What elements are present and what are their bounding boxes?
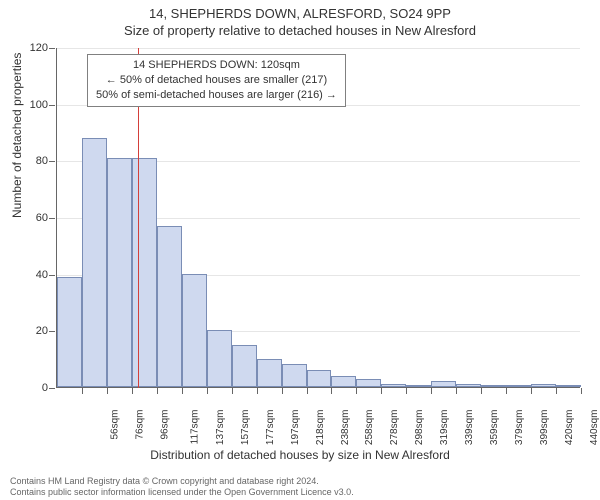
histogram-bar xyxy=(307,370,332,387)
histogram-bar xyxy=(157,226,182,388)
y-tick xyxy=(49,48,55,49)
x-tick-label: 76sqm xyxy=(134,410,145,440)
info-line-2: ← 50% of detached houses are smaller (21… xyxy=(96,73,337,88)
y-tick-label: 80 xyxy=(18,155,48,167)
x-tick xyxy=(132,388,133,394)
x-tick xyxy=(431,388,432,394)
histogram-bar xyxy=(431,381,456,387)
histogram-bar xyxy=(282,364,307,387)
histogram-bar xyxy=(406,385,431,387)
y-tick xyxy=(49,105,55,106)
y-tick xyxy=(49,275,55,276)
histogram-bar xyxy=(132,158,157,388)
x-tick xyxy=(232,388,233,394)
gridline xyxy=(57,48,580,49)
x-tick-label: 399sqm xyxy=(539,410,550,446)
x-tick-label: 117sqm xyxy=(189,410,200,445)
x-tick-label: 197sqm xyxy=(290,410,301,446)
x-tick-label: 440sqm xyxy=(589,410,600,446)
histogram-bar xyxy=(531,384,556,387)
chart-area: 02040608010012056sqm76sqm96sqm117sqm137s… xyxy=(56,48,580,418)
histogram-bar xyxy=(481,385,506,387)
x-tick-label: 238sqm xyxy=(340,410,351,446)
x-tick xyxy=(381,388,382,394)
histogram-bar xyxy=(506,385,531,387)
x-tick xyxy=(506,388,507,394)
x-tick xyxy=(282,388,283,394)
x-tick-label: 177sqm xyxy=(265,410,276,446)
x-tick xyxy=(531,388,532,394)
histogram-bar xyxy=(381,384,406,387)
info-line-1: 14 SHEPHERDS DOWN: 120sqm xyxy=(96,58,337,73)
footer-line-1: Contains HM Land Registry data © Crown c… xyxy=(10,476,354,487)
x-tick xyxy=(406,388,407,394)
x-tick xyxy=(581,388,582,394)
x-tick-label: 56sqm xyxy=(109,410,120,440)
histogram-bar xyxy=(207,330,232,387)
x-tick xyxy=(331,388,332,394)
x-tick-label: 218sqm xyxy=(315,410,326,446)
histogram-bar xyxy=(356,379,381,388)
histogram-bar xyxy=(456,384,481,387)
x-tick-label: 379sqm xyxy=(514,410,525,446)
footer-line-2: Contains public sector information licen… xyxy=(10,487,354,498)
x-tick-label: 339sqm xyxy=(464,410,475,446)
x-tick xyxy=(82,388,83,394)
x-tick xyxy=(307,388,308,394)
x-tick xyxy=(107,388,108,394)
y-tick-label: 120 xyxy=(18,42,48,54)
chart-container: 14, SHEPHERDS DOWN, ALRESFORD, SO24 9PP … xyxy=(0,0,600,500)
x-tick-label: 137sqm xyxy=(215,410,226,446)
y-tick-label: 100 xyxy=(18,99,48,111)
x-tick xyxy=(481,388,482,394)
plot-area: 02040608010012056sqm76sqm96sqm117sqm137s… xyxy=(56,48,580,388)
y-tick-label: 60 xyxy=(18,212,48,224)
y-tick xyxy=(49,388,55,389)
x-tick xyxy=(157,388,158,394)
x-tick-label: 157sqm xyxy=(240,410,251,446)
x-axis-label: Distribution of detached houses by size … xyxy=(0,448,600,462)
x-tick xyxy=(456,388,457,394)
x-tick-label: 298sqm xyxy=(414,410,425,446)
page-title: 14, SHEPHERDS DOWN, ALRESFORD, SO24 9PP xyxy=(0,0,600,23)
y-tick-label: 0 xyxy=(18,382,48,394)
info-line-3: 50% of semi-detached houses are larger (… xyxy=(96,88,337,103)
y-tick xyxy=(49,331,55,332)
x-tick-label: 319sqm xyxy=(439,410,450,446)
histogram-bar xyxy=(182,274,207,387)
histogram-bar xyxy=(82,138,107,387)
histogram-bar xyxy=(232,345,257,388)
x-tick-label: 96sqm xyxy=(159,410,170,440)
x-tick-label: 258sqm xyxy=(365,410,376,446)
histogram-bar xyxy=(257,359,282,387)
x-tick-label: 420sqm xyxy=(564,410,575,446)
x-tick-label: 359sqm xyxy=(489,410,500,446)
x-tick xyxy=(182,388,183,394)
x-tick xyxy=(356,388,357,394)
histogram-bar xyxy=(331,376,356,387)
x-tick xyxy=(556,388,557,394)
x-tick xyxy=(207,388,208,394)
page-subtitle: Size of property relative to detached ho… xyxy=(0,23,600,40)
y-tick xyxy=(49,218,55,219)
histogram-bar xyxy=(57,277,82,388)
histogram-bar xyxy=(107,158,132,388)
footer-text: Contains HM Land Registry data © Crown c… xyxy=(10,476,354,499)
y-tick-label: 20 xyxy=(18,325,48,337)
x-tick xyxy=(257,388,258,394)
y-tick xyxy=(49,161,55,162)
y-tick-label: 40 xyxy=(18,269,48,281)
y-axis-label: Number of detached properties xyxy=(10,53,24,218)
histogram-bar xyxy=(556,385,581,387)
x-tick-label: 278sqm xyxy=(390,410,401,446)
info-box: 14 SHEPHERDS DOWN: 120sqm← 50% of detach… xyxy=(87,54,346,107)
